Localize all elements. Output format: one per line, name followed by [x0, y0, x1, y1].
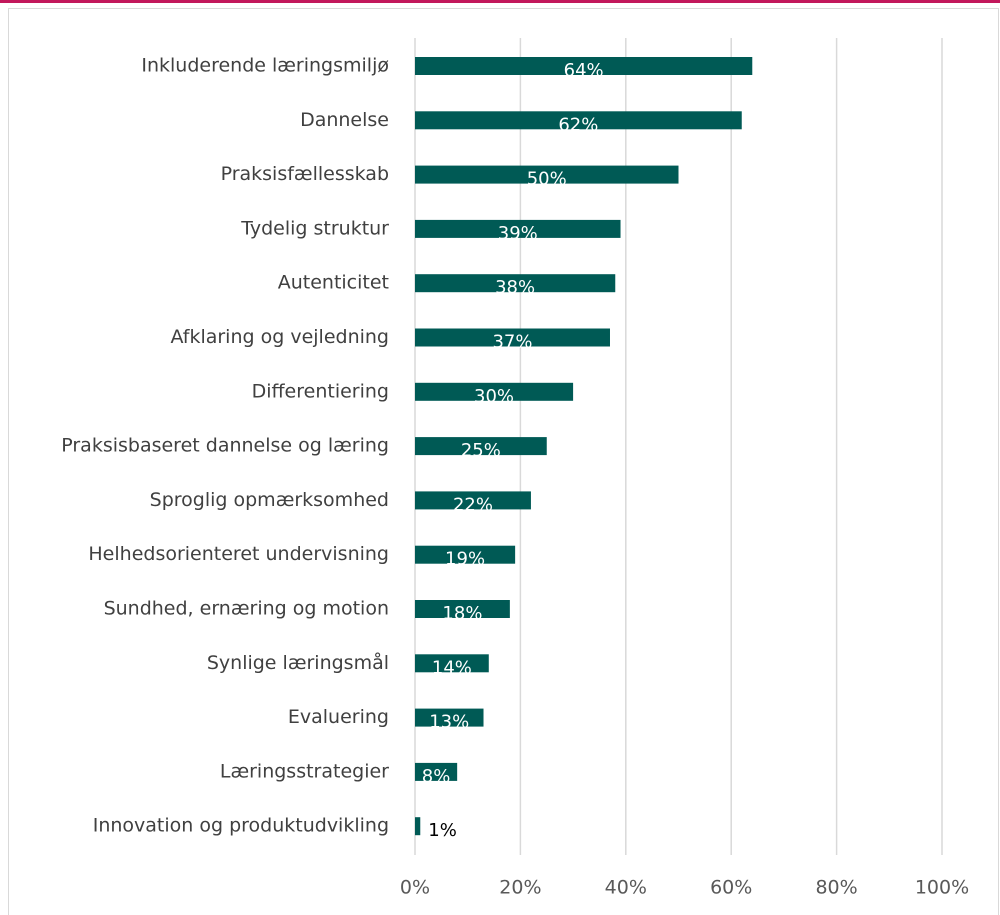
y-tick-label: Afklaring og vejledning [170, 326, 389, 348]
x-tick-label: 40% [605, 877, 647, 899]
bar [415, 57, 753, 75]
y-tick-label: Sundhed, ernæring og motion [104, 598, 389, 620]
data-label: 22% [453, 494, 493, 515]
bar [415, 817, 421, 836]
x-tick-label: 0% [400, 877, 430, 899]
data-label: 62% [558, 114, 598, 135]
data-label: 38% [495, 277, 535, 298]
bar [415, 111, 742, 130]
bar [415, 708, 484, 727]
data-label: 19% [445, 549, 485, 570]
data-label: 64% [564, 60, 604, 81]
x-tick-label: 100% [915, 877, 969, 899]
bar [415, 491, 531, 510]
data-label: 50% [527, 169, 567, 190]
bar [415, 219, 621, 238]
y-tick-label: Synlige læringsmål [207, 651, 389, 674]
data-label: 39% [498, 223, 538, 244]
bar [415, 328, 610, 347]
data-label: 14% [432, 657, 472, 678]
y-tick-label: Innovation og produktudvikling [93, 815, 389, 837]
y-tick-label: Dannelse [300, 109, 389, 131]
data-label: 37% [492, 332, 532, 353]
x-tick-label: 20% [499, 877, 541, 899]
y-tick-label: Læringsstrategier [220, 760, 389, 782]
y-tick-label: Inkluderende læringsmiljø [141, 55, 389, 77]
data-label: 8% [422, 766, 451, 787]
bar [415, 274, 616, 293]
bar [415, 165, 679, 184]
data-label: 13% [429, 712, 469, 733]
y-tick-label: Differentiering [252, 380, 389, 402]
y-tick-label: Praksisfællesskab [221, 163, 389, 185]
data-label: 18% [442, 603, 482, 624]
bar [415, 382, 574, 401]
data-label: 25% [461, 440, 501, 461]
y-tick-label: Praksisbaseret dannelse og læring [61, 435, 389, 457]
x-tick-label: 80% [815, 877, 857, 899]
y-tick-label: Helhedsorienteret undervisning [88, 543, 389, 565]
bar [415, 762, 458, 781]
x-tick-label: 60% [710, 877, 752, 899]
bar [415, 654, 489, 673]
y-tick-label: Sproglig opmærksomhed [150, 489, 389, 511]
data-label: 30% [474, 386, 514, 407]
top-rule [0, 0, 1000, 3]
data-label: 1% [428, 820, 457, 841]
y-tick-label: Tydelig struktur [240, 217, 389, 239]
y-tick-label: Evaluering [288, 706, 389, 728]
bar [415, 600, 510, 618]
y-tick-label: Autenticitet [278, 272, 389, 294]
chart-frame [8, 8, 999, 915]
bar [415, 437, 547, 456]
bar [415, 545, 516, 564]
